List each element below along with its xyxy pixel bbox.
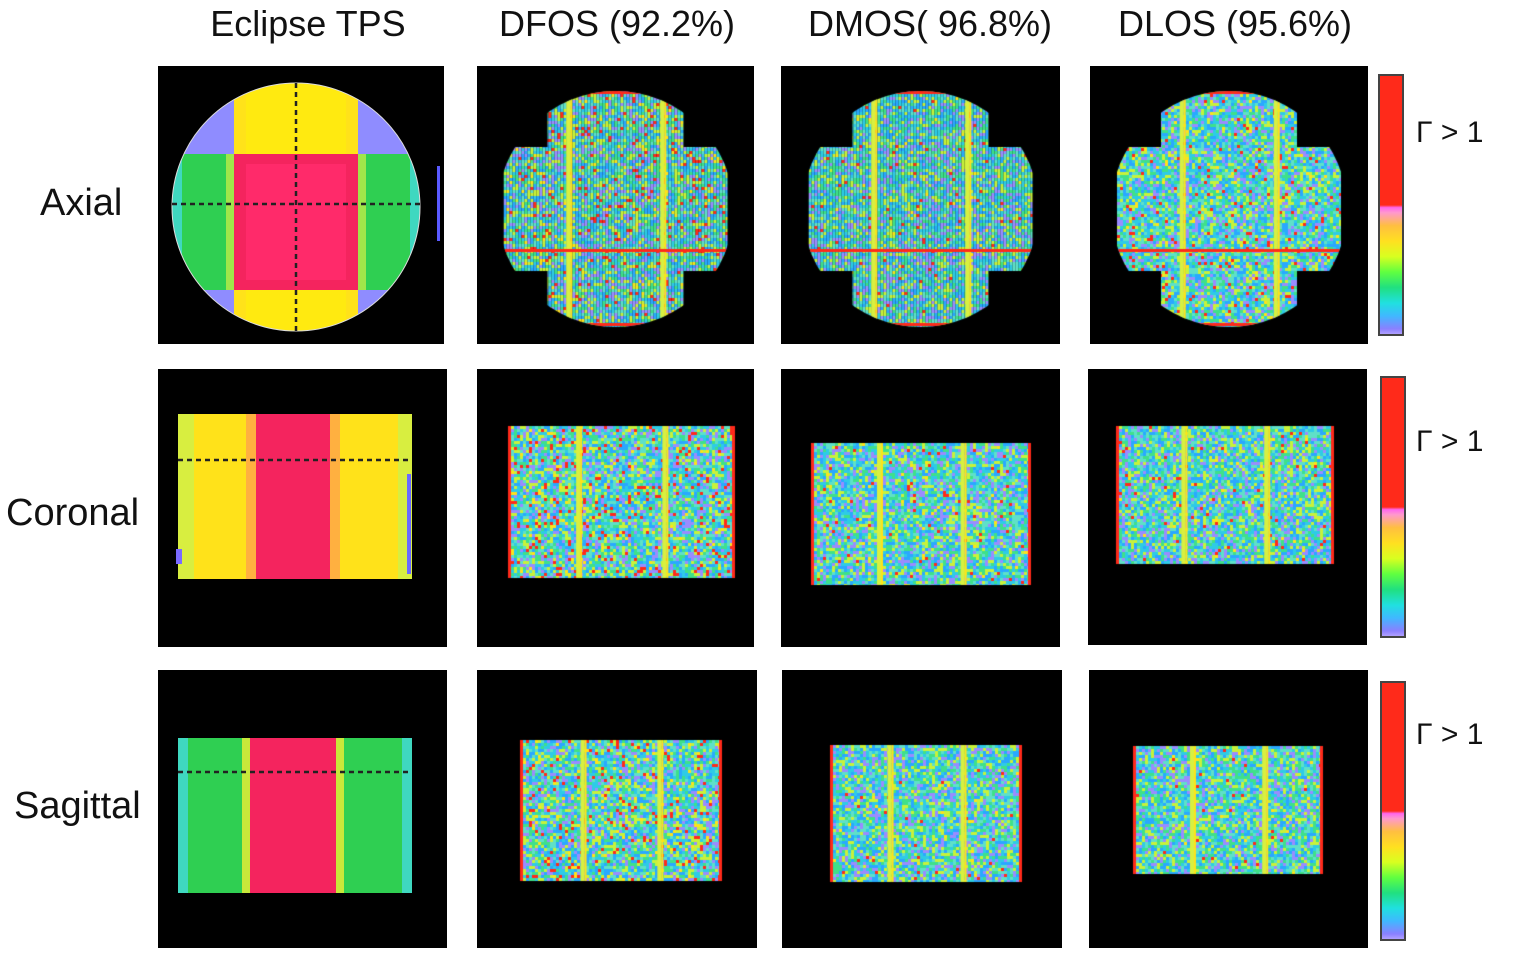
gamma-map-canvas [1090,66,1368,344]
gamma-map-canvas [1089,670,1368,948]
panel-coronal-eclipse [158,369,447,647]
panel-sagittal-dlos [1089,670,1368,948]
column-title-dfos: DFOS (92.2%) [498,3,736,44]
panel-axial-dmos [781,66,1060,344]
gamma-map-canvas [477,369,754,647]
panel-axial-dlos [1090,66,1368,344]
panel-axial-dfos [477,66,754,344]
row-label-coronal: Coronal [6,492,140,534]
gamma-map-canvas [477,66,754,344]
panel-coronal-dfos [477,369,754,647]
colorbar-coronal [1380,376,1406,638]
row-label-sagittal: Sagittal [14,785,141,827]
colorbar-sagittal [1380,681,1406,941]
gamma-map-canvas [1088,369,1367,645]
gamma-map-canvas [782,670,1062,948]
panel-coronal-dlos [1088,369,1367,645]
column-title-dlos: DLOS (95.6%) [1117,3,1353,44]
column-title-dmos: DMOS( 96.8%) [807,3,1053,44]
colorbar-label-sagittal: Γ > 1 [1416,718,1484,751]
panel-axial-eclipse [158,66,444,344]
gamma-map-canvas [477,670,757,948]
gamma-map-canvas [781,66,1060,344]
panel-sagittal-eclipse [158,670,447,948]
panel-sagittal-dmos [782,670,1062,948]
column-title-eclipse-tps: Eclipse TPS [210,3,406,44]
panel-coronal-dmos [781,369,1060,647]
colorbar-label-coronal: Γ > 1 [1416,425,1484,458]
gamma-map-canvas [781,369,1060,647]
row-label-axial: Axial [40,182,123,224]
panel-sagittal-dfos [477,670,757,948]
colorbar-axial [1378,74,1404,336]
colorbar-label-axial: Γ > 1 [1416,116,1484,149]
